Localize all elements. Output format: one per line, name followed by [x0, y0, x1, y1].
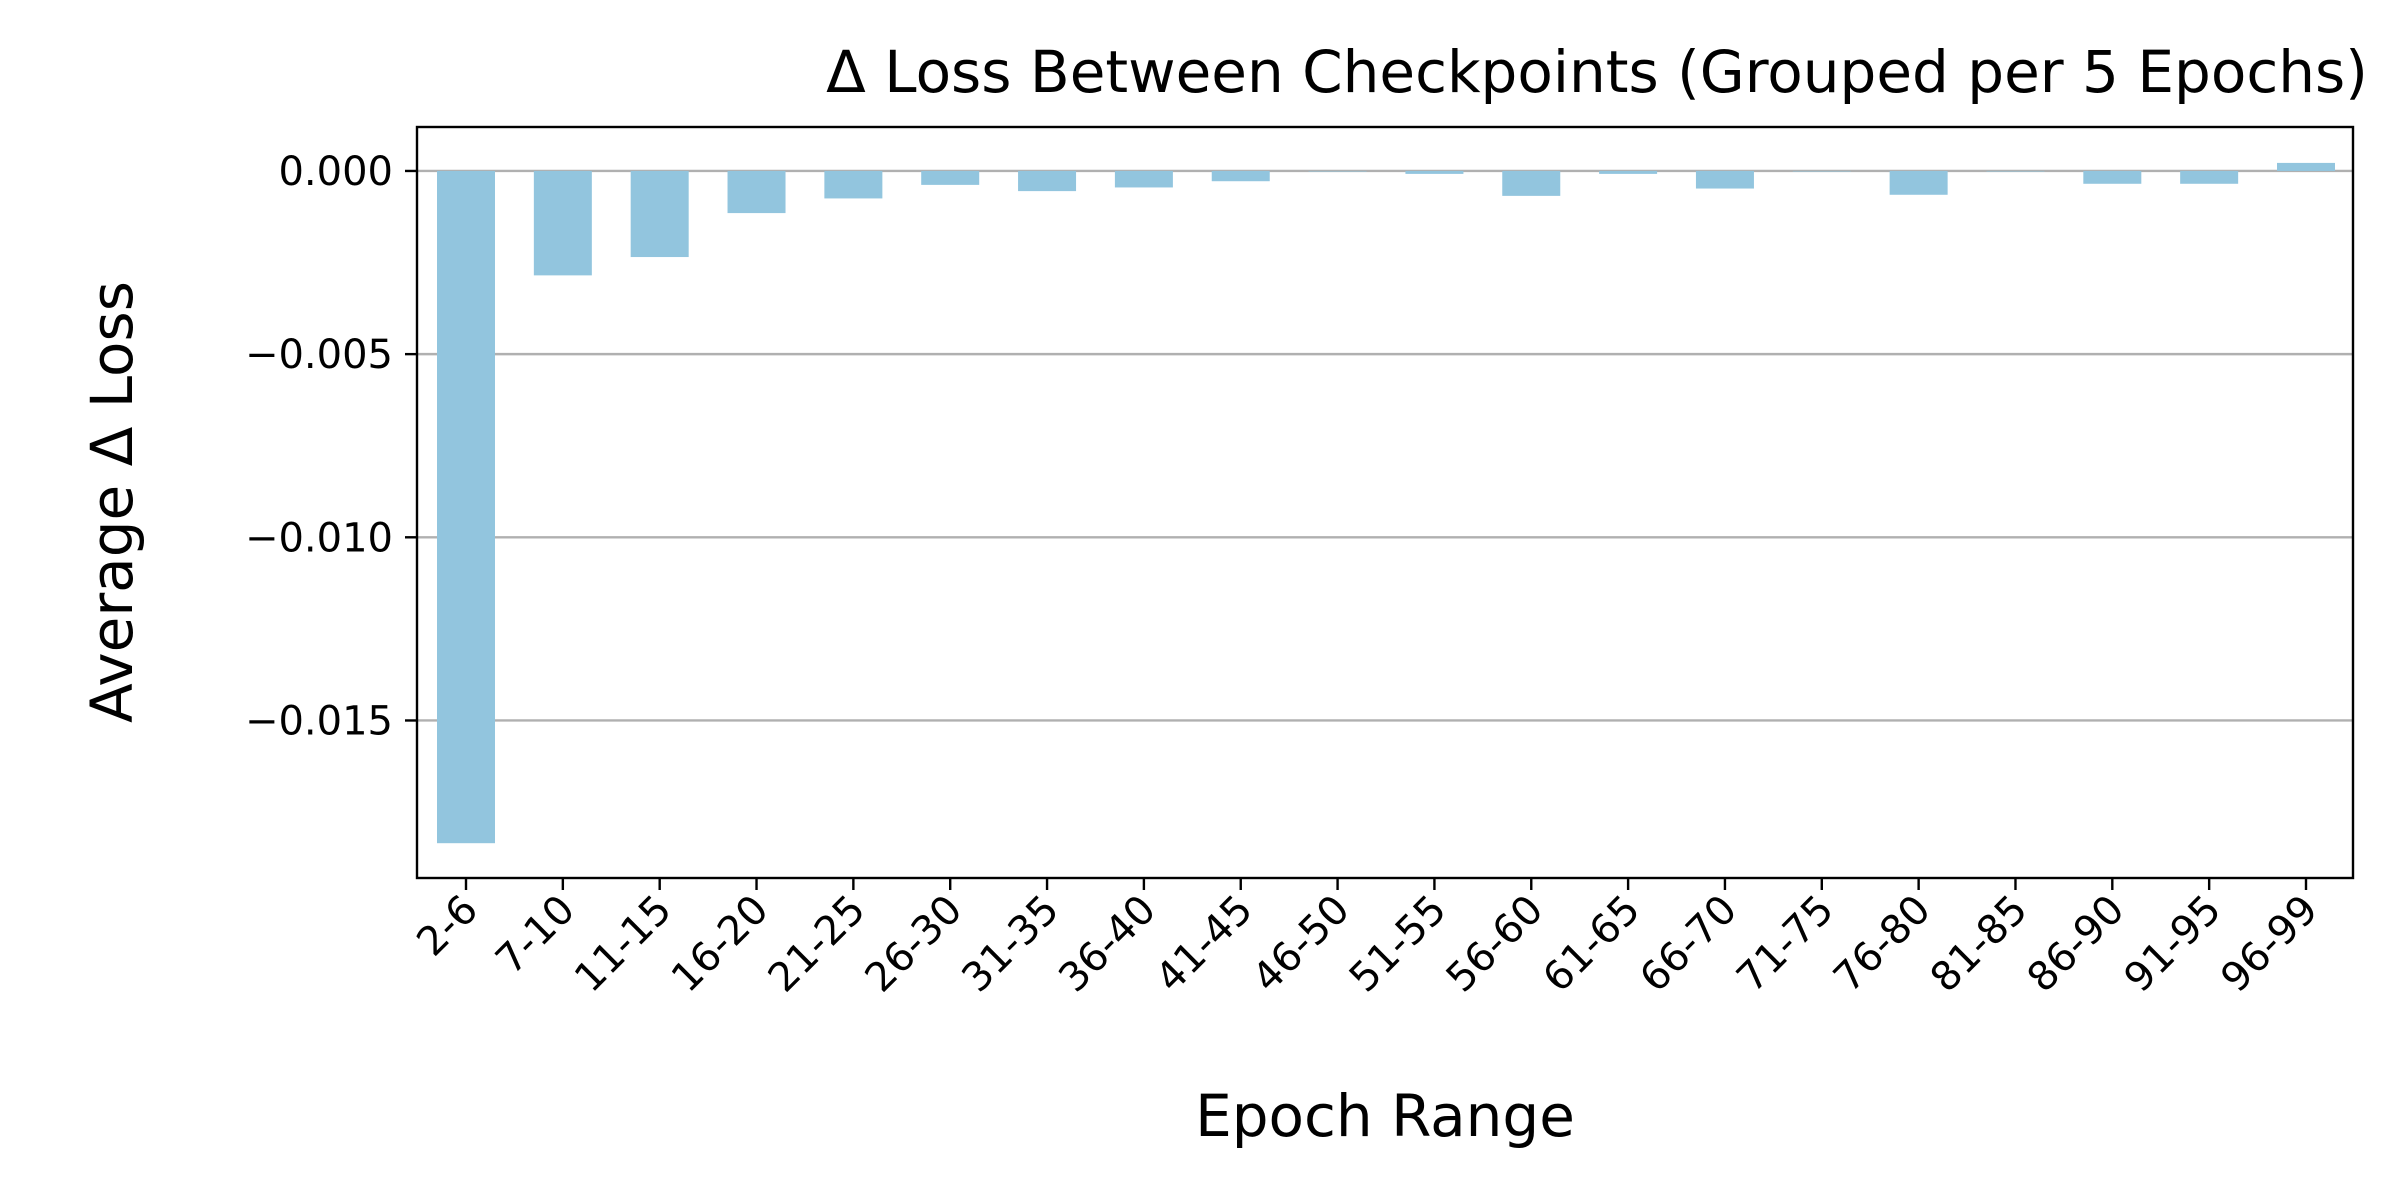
bar-71-75	[1792, 170, 1851, 172]
y-axis-label: Average Δ Loss	[78, 281, 146, 723]
y-tick-label-0: 0.000	[278, 149, 393, 195]
bar-31-35	[1018, 170, 1077, 192]
x-tick-label-0: 2-6	[408, 887, 487, 966]
bar-7-10	[533, 170, 592, 276]
x-tick-label-5: 26-30	[857, 887, 972, 1002]
y-tick-label-3: −0.015	[245, 698, 393, 744]
bar-21-25	[824, 170, 883, 199]
gridlines	[417, 169, 2353, 722]
bar-46-50	[1308, 170, 1367, 172]
x-axis-ticks: 2-6 7-1011-1516-2021-2526-3031-3536-4041-…	[408, 878, 2327, 1001]
bars	[437, 162, 2335, 844]
x-tick-label-15: 76-80	[1825, 887, 1940, 1002]
x-tick-label-16: 81-85	[1922, 887, 2037, 1002]
x-tick-label-14: 71-75	[1728, 887, 1843, 1002]
bar-2-6	[437, 170, 495, 844]
bar-41-45	[1211, 170, 1270, 182]
x-tick-label-18: 91-95	[2116, 887, 2231, 1002]
bar-56-60	[1502, 170, 1561, 196]
bar-81-85	[1986, 170, 2045, 172]
bar-86-90	[2083, 170, 2142, 184]
bar-76-80	[1889, 170, 1948, 195]
x-tick-label-4: 21-25	[760, 887, 875, 1002]
x-tick-label-2: 11-15	[566, 887, 681, 1002]
x-tick-label-17: 86-90	[2019, 887, 2134, 1002]
y-tick-label-1: −0.005	[245, 332, 393, 378]
bar-96-99	[2277, 162, 2335, 171]
x-tick-label-19: 96-99	[2212, 887, 2327, 1002]
x-tick-label-6: 31-35	[953, 887, 1068, 1002]
bar-11-15	[630, 170, 689, 258]
x-tick-label-7: 36-40	[1050, 887, 1165, 1002]
y-axis-ticks: 0.000 −0.005 −0.010 −0.015	[245, 149, 417, 744]
x-tick-label-12: 61-65	[1534, 887, 1649, 1002]
x-tick-label-3: 16-20	[663, 887, 778, 1002]
bar-36-40	[1114, 170, 1173, 188]
bar-16-20	[727, 170, 786, 214]
y-tick-label-2: −0.010	[245, 515, 393, 561]
x-tick-label-11: 56-60	[1438, 887, 1553, 1002]
chart-title: Δ Loss Between Checkpoints (Grouped per …	[826, 38, 2368, 106]
plot-frame	[415, 125, 2355, 880]
bar-51-55	[1405, 170, 1464, 174]
x-tick-label-13: 66-70	[1631, 887, 1746, 1002]
x-tick-label-10: 51-55	[1341, 887, 1456, 1002]
bar-91-95	[2180, 170, 2239, 184]
bar-26-30	[921, 170, 980, 185]
x-tick-label-8: 41-45	[1147, 887, 1262, 1002]
x-axis-label: Epoch Range	[1195, 1082, 1575, 1150]
x-tick-label-9: 46-50	[1244, 887, 1359, 1002]
bar-61-65	[1599, 170, 1658, 174]
bar-66-70	[1695, 170, 1754, 189]
